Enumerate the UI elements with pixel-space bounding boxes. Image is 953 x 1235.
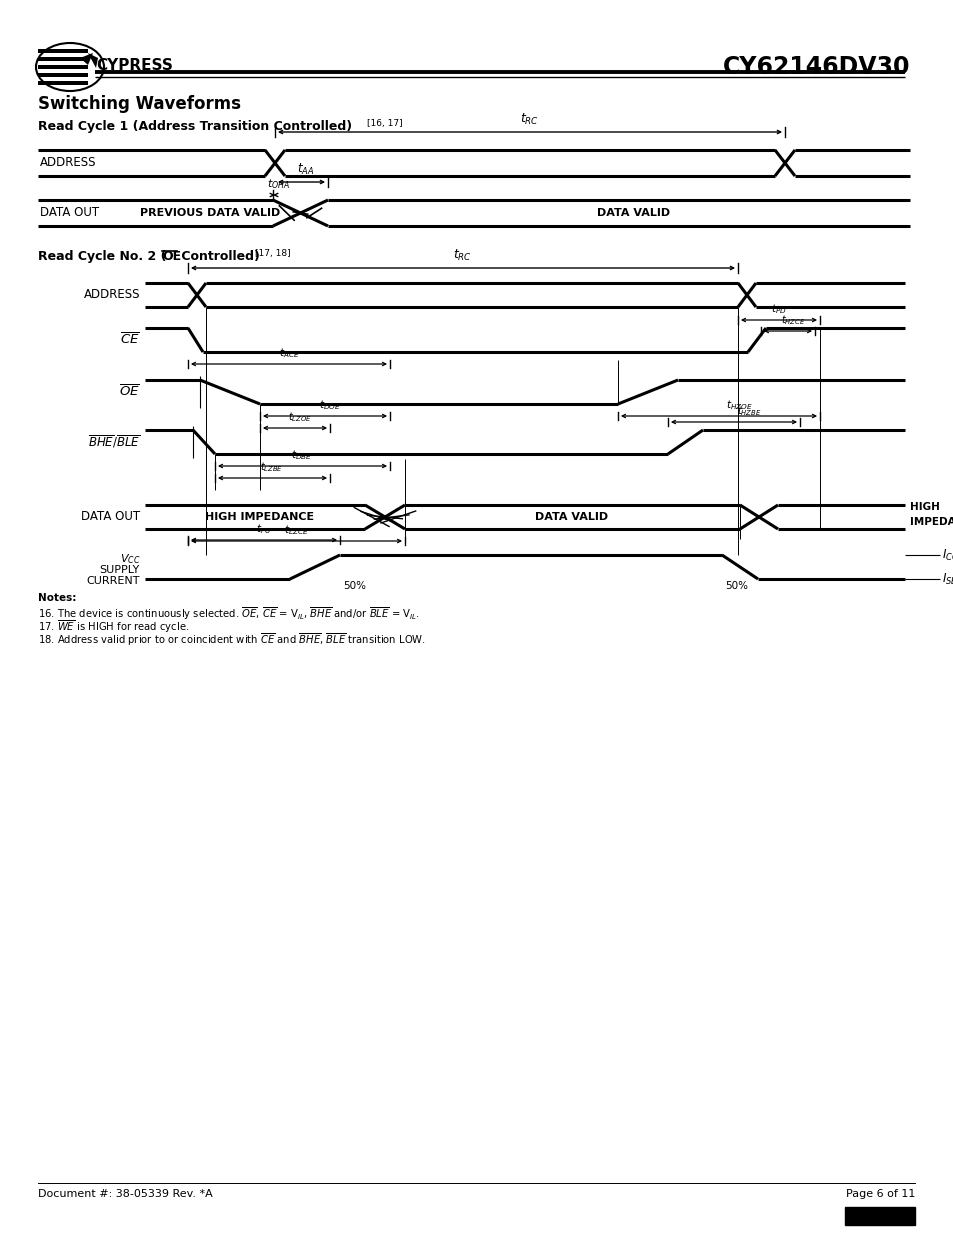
Text: $t_{LZOE}$: $t_{LZOE}$ bbox=[288, 410, 312, 424]
Text: $t_{ACE}$: $t_{ACE}$ bbox=[278, 346, 299, 359]
Text: DATA VALID: DATA VALID bbox=[597, 207, 670, 219]
Text: $t_{HZOE}$: $t_{HZOE}$ bbox=[725, 398, 752, 412]
Text: DATA VALID: DATA VALID bbox=[535, 513, 608, 522]
Text: 50%: 50% bbox=[343, 580, 366, 592]
Text: $\overline{OE}$: $\overline{OE}$ bbox=[119, 384, 140, 400]
Bar bbox=[38, 57, 88, 61]
Text: Controlled): Controlled) bbox=[177, 249, 259, 263]
Text: $t_{PD}$: $t_{PD}$ bbox=[770, 303, 786, 316]
Text: 18. Address valid prior to or coincident with $\overline{CE}$ and $\overline{BHE: 18. Address valid prior to or coincident… bbox=[38, 632, 425, 648]
Text: $t_{LZBE}$: $t_{LZBE}$ bbox=[260, 461, 283, 474]
Text: $t_{HZCE}$: $t_{HZCE}$ bbox=[780, 314, 804, 327]
Text: $t_{DOE}$: $t_{DOE}$ bbox=[318, 398, 340, 412]
Text: Page 6 of 11: Page 6 of 11 bbox=[844, 1189, 914, 1199]
Text: $\overline{BHE}/\overline{BLE}$: $\overline{BHE}/\overline{BLE}$ bbox=[88, 433, 140, 451]
Bar bbox=[38, 53, 88, 57]
Text: ADDRESS: ADDRESS bbox=[84, 289, 140, 301]
Polygon shape bbox=[80, 53, 92, 65]
Text: CYPRESS: CYPRESS bbox=[96, 58, 172, 73]
Text: $t_{DBE}$: $t_{DBE}$ bbox=[291, 448, 313, 462]
Text: HIGH: HIGH bbox=[909, 501, 939, 513]
Text: $t_{AA}$: $t_{AA}$ bbox=[297, 162, 314, 177]
Text: $t_{HZBE}$: $t_{HZBE}$ bbox=[736, 404, 760, 417]
Text: SUPPLY: SUPPLY bbox=[100, 564, 140, 576]
Text: [17, 18]: [17, 18] bbox=[254, 249, 291, 258]
Text: Document #: 38-05339 Rev. *A: Document #: 38-05339 Rev. *A bbox=[38, 1189, 213, 1199]
Bar bbox=[38, 73, 88, 77]
Text: $\overline{CE}$: $\overline{CE}$ bbox=[120, 332, 140, 348]
Text: 16. The device is continuously selected. $\overline{OE}$, $\overline{CE}$ = V$_{: 16. The device is continuously selected.… bbox=[38, 606, 419, 622]
Text: $t_{PU}$: $t_{PU}$ bbox=[256, 522, 272, 536]
Text: Switching Waveforms: Switching Waveforms bbox=[38, 95, 241, 112]
Text: $V_{CC}$: $V_{CC}$ bbox=[119, 552, 140, 566]
Text: PREVIOUS DATA VALID: PREVIOUS DATA VALID bbox=[140, 207, 280, 219]
Text: $I_{SB}$: $I_{SB}$ bbox=[941, 572, 953, 587]
Text: HIGH IMPEDANCE: HIGH IMPEDANCE bbox=[205, 513, 314, 522]
Bar bbox=[38, 49, 88, 53]
Text: CURRENT: CURRENT bbox=[87, 576, 140, 585]
Text: [16, 17]: [16, 17] bbox=[367, 119, 402, 128]
Text: IMPEDANCE: IMPEDANCE bbox=[909, 517, 953, 527]
Text: CY62146DV30: CY62146DV30 bbox=[721, 56, 909, 79]
Text: Notes:: Notes: bbox=[38, 593, 76, 603]
Bar bbox=[38, 77, 88, 82]
Text: $t_{RC}$: $t_{RC}$ bbox=[453, 248, 472, 263]
Bar bbox=[844, 1207, 914, 1225]
Bar bbox=[38, 65, 88, 69]
Text: $t_{LZCE}$: $t_{LZCE}$ bbox=[283, 524, 308, 537]
Text: DATA OUT: DATA OUT bbox=[81, 510, 140, 524]
Text: 50%: 50% bbox=[724, 580, 747, 592]
Bar bbox=[38, 69, 88, 73]
Text: Read Cycle No. 2 (: Read Cycle No. 2 ( bbox=[38, 249, 167, 263]
Text: ADDRESS: ADDRESS bbox=[40, 157, 96, 169]
Bar bbox=[38, 82, 88, 85]
Text: 17. $\overline{WE}$ is HIGH for read cycle.: 17. $\overline{WE}$ is HIGH for read cyc… bbox=[38, 619, 189, 636]
Text: Read Cycle 1 (Address Transition Controlled): Read Cycle 1 (Address Transition Control… bbox=[38, 120, 352, 133]
Text: DATA OUT: DATA OUT bbox=[40, 206, 99, 220]
Polygon shape bbox=[88, 53, 98, 68]
Bar bbox=[38, 61, 88, 65]
Text: $t_{RC}$: $t_{RC}$ bbox=[520, 112, 539, 127]
Text: OE: OE bbox=[162, 249, 181, 263]
Text: $I_{CC}$: $I_{CC}$ bbox=[941, 547, 953, 563]
Text: $t_{OHA}$: $t_{OHA}$ bbox=[267, 177, 291, 191]
